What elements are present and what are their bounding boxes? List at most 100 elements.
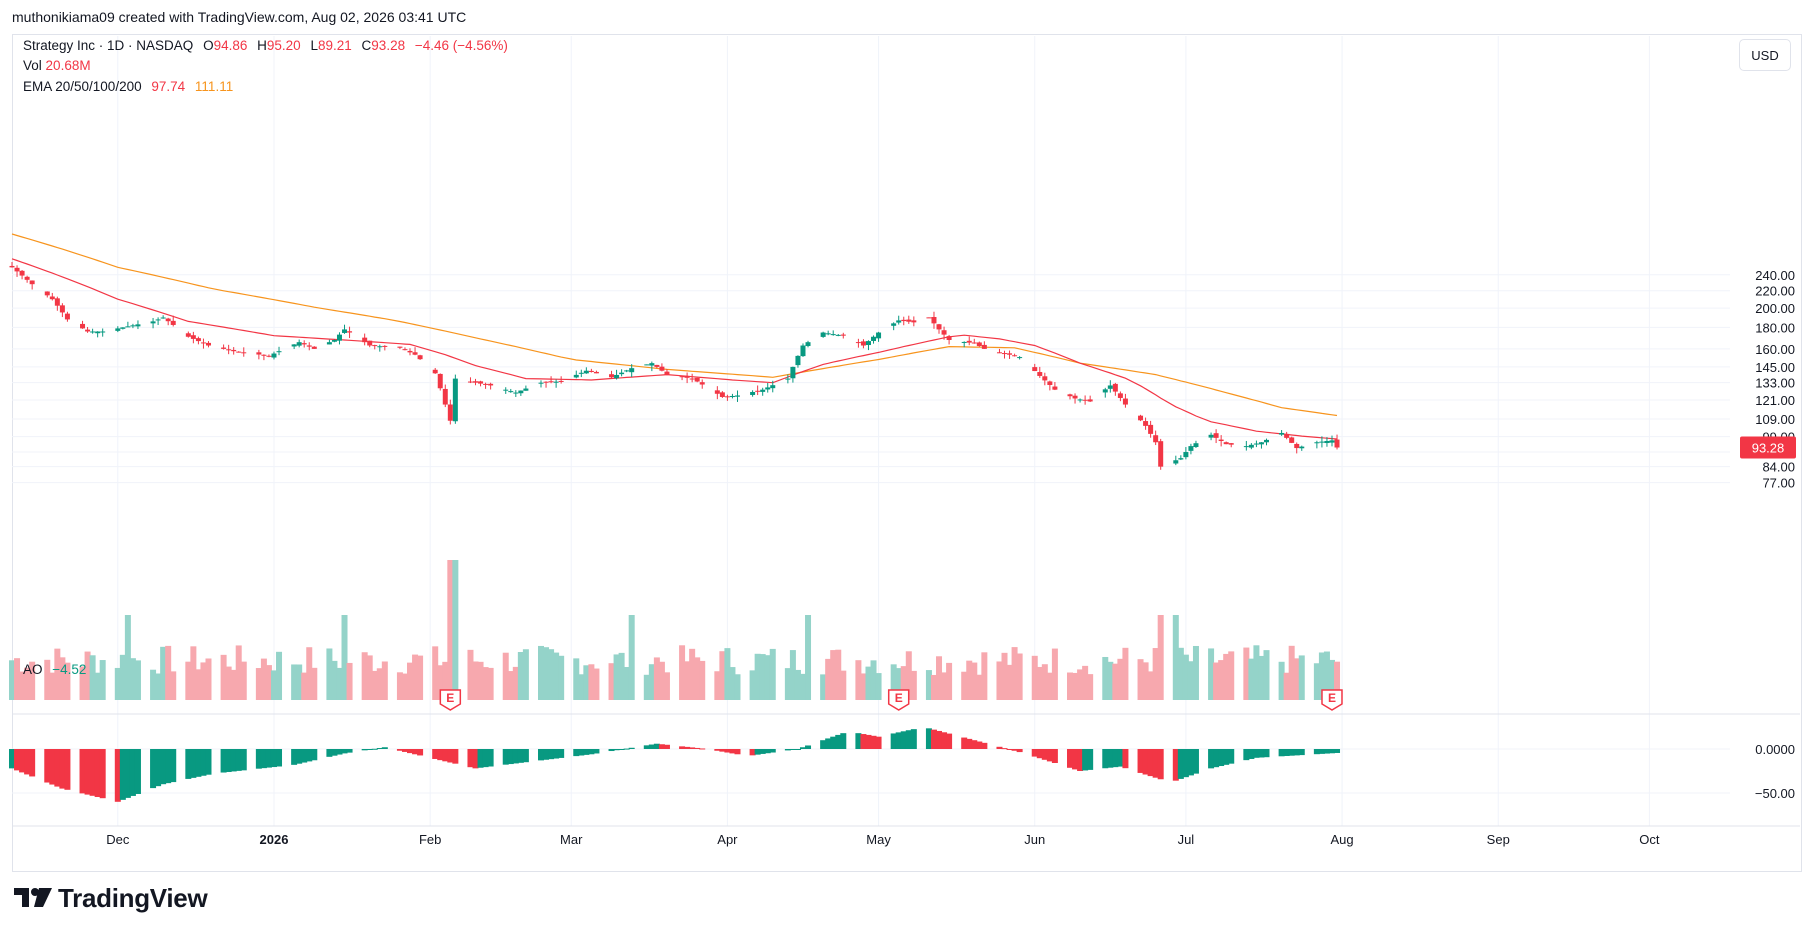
candle-body — [1183, 452, 1189, 458]
candle-body — [1253, 443, 1259, 445]
candle-body — [1329, 440, 1335, 443]
ao-bar — [764, 749, 771, 754]
candle — [714, 386, 720, 400]
candle — [820, 331, 826, 338]
candle — [1329, 435, 1335, 447]
volume-bar — [326, 648, 333, 700]
candle-body — [276, 351, 282, 353]
tradingview-logo[interactable]: TradingView — [14, 880, 208, 916]
ao-bar — [658, 744, 665, 749]
volume-bar — [855, 660, 862, 700]
candle-body — [367, 340, 373, 346]
candle-body — [100, 331, 106, 333]
volume-bar — [573, 658, 580, 700]
volume-bar — [1283, 672, 1290, 700]
ao-bar — [548, 749, 555, 760]
ao-bar — [573, 749, 580, 757]
ao-bar — [769, 749, 776, 753]
candle-body — [1148, 424, 1154, 434]
price-tick-label: 84.00 — [1762, 460, 1795, 475]
candle-body — [1067, 394, 1073, 397]
volume-bar — [689, 648, 696, 700]
ao-bar — [1283, 749, 1290, 756]
volume-bar — [608, 663, 615, 700]
volume-bar — [820, 674, 827, 700]
candle — [694, 377, 700, 383]
ao-bar — [195, 749, 202, 777]
currency-button[interactable]: USD — [1739, 39, 1791, 71]
volume-bar — [593, 668, 600, 700]
ao-bar — [1298, 749, 1305, 756]
candle — [1173, 455, 1179, 466]
candle-body — [296, 342, 302, 346]
candle — [1082, 395, 1088, 405]
candle — [644, 364, 650, 366]
ao-bar — [1122, 749, 1129, 769]
ao-bar — [855, 733, 862, 749]
candle-body — [659, 366, 665, 371]
candle-body — [644, 364, 650, 366]
price-tick-label: 180.00 — [1755, 320, 1795, 335]
candle — [190, 331, 196, 344]
volume-bar — [734, 674, 741, 700]
candle-body — [1258, 442, 1264, 445]
candle-body — [1228, 443, 1234, 445]
volume-bar — [1213, 662, 1220, 700]
ao-bar — [366, 749, 373, 750]
ao-bar — [553, 749, 560, 759]
ao-bar — [628, 747, 635, 749]
candle — [437, 373, 443, 391]
volume-bar — [517, 652, 524, 700]
volume-bar — [84, 651, 91, 700]
ao-bar — [9, 749, 15, 769]
ao-bar — [119, 749, 126, 800]
ao-bar — [1187, 749, 1194, 776]
candle-body — [614, 374, 620, 379]
volume-bar — [764, 655, 771, 700]
legend-high-label: H — [257, 38, 267, 53]
candle-body — [90, 331, 96, 333]
candle-body — [619, 372, 625, 375]
candle-body — [1143, 421, 1149, 426]
volume-bar — [976, 674, 983, 700]
candle — [825, 330, 831, 336]
candle — [538, 380, 544, 388]
candle-body — [200, 342, 206, 344]
ao-bar — [789, 749, 796, 750]
volume-bar — [190, 646, 197, 700]
volume-bar — [306, 647, 313, 700]
candle — [790, 366, 796, 383]
volume-bar — [407, 662, 414, 700]
candle — [1107, 380, 1113, 393]
candle-body — [1122, 398, 1128, 405]
candle-body — [855, 342, 861, 344]
price-tick-label: 77.00 — [1762, 476, 1795, 491]
candle-body — [578, 372, 584, 374]
ao-bar — [981, 742, 988, 749]
ao-bar — [160, 749, 167, 785]
legend-volume: Vol 20.68M — [23, 58, 91, 73]
candle-body — [190, 335, 196, 339]
candle — [195, 336, 201, 345]
ao-bar — [84, 749, 91, 795]
candle-body — [291, 344, 297, 347]
candle — [301, 340, 307, 348]
ao-bar — [200, 749, 207, 776]
candle-body — [1017, 357, 1023, 359]
volume-bar — [699, 660, 706, 700]
price-tick-label: 240.00 — [1755, 268, 1795, 283]
candle — [865, 340, 871, 351]
ao-bar — [371, 748, 378, 750]
ao-bar — [543, 749, 550, 760]
volume-bar — [648, 664, 655, 700]
candle-body — [397, 346, 403, 348]
candle-body — [9, 265, 15, 268]
ao-bar — [825, 738, 832, 749]
candle — [1263, 438, 1269, 446]
candle — [830, 330, 836, 336]
ao-bar — [477, 749, 484, 768]
volume-bar — [170, 671, 177, 700]
candle — [855, 338, 861, 348]
candle-body — [734, 395, 740, 397]
